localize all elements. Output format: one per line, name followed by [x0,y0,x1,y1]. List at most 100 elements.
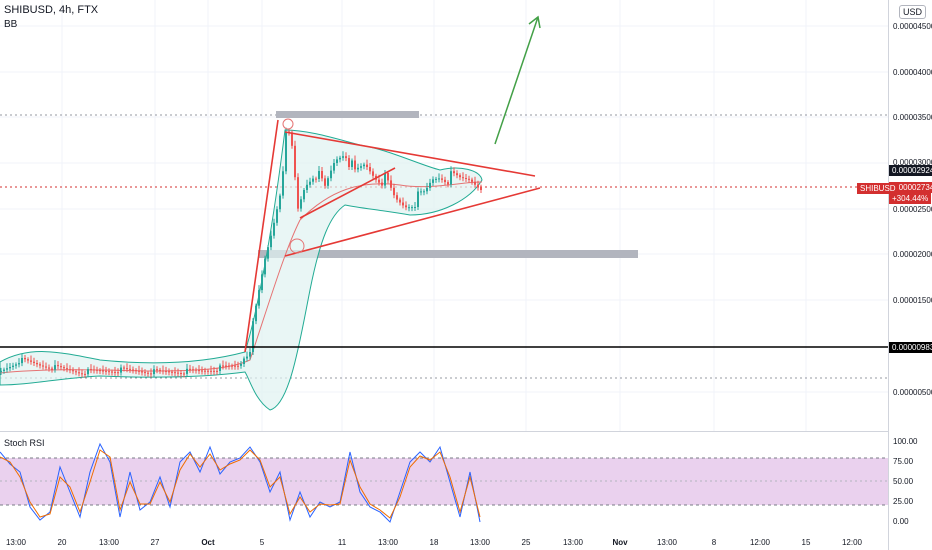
candle-body [189,368,191,370]
main-chart[interactable] [0,0,888,431]
candle-body [303,189,305,200]
candle-body [6,368,8,370]
candle-body [186,368,188,374]
candle-body [237,365,239,367]
candle-body [240,364,242,366]
rsi-tick: 25.00 [893,497,914,506]
candle-body [339,157,341,160]
candle-body [15,364,17,366]
candle-body [195,369,197,371]
candle-body [462,177,464,179]
time-tick: 15 [801,538,811,547]
candle-body [459,175,461,178]
candle-body [429,182,431,188]
time-tick: Nov [612,538,628,547]
time-tick: 27 [150,538,160,547]
candle-body [108,371,110,373]
candle-body [174,372,176,374]
candle-body [297,177,299,209]
candle-body [153,369,155,375]
target-arrow[interactable] [494,15,541,145]
candle-body [381,182,383,186]
candle-body [135,370,137,372]
candle-body [141,371,143,373]
candle-body [216,370,218,372]
candle-body [291,132,293,146]
candle-body [123,367,125,369]
candle-body [159,369,161,371]
candle-body [441,178,443,180]
price-tick: 0.00000500 [893,388,932,397]
candle-body [102,370,104,372]
candle-body [327,178,329,186]
candle-body [348,158,350,167]
triangle-pattern[interactable] [244,119,541,353]
candle-body [333,163,335,171]
candle-body [120,367,122,373]
time-tick: 13:00 [656,538,678,547]
candle-body [285,131,287,172]
candle-body [33,361,35,363]
candle-body [93,369,95,371]
candle-body [126,368,128,370]
stoch-rsi-label[interactable]: Stoch RSI [4,438,45,448]
candle-body [72,370,74,372]
candle-body [63,367,65,369]
candle-body [360,166,362,168]
candle-body [384,173,386,186]
candle-body [0,370,2,372]
candle-body [54,365,56,370]
candle-body [228,365,230,367]
support-zone[interactable] [258,250,638,258]
rsi-tick: 0.00 [893,517,909,526]
candle-body [309,181,311,185]
candle-body [414,207,416,208]
candle-body [9,367,11,369]
candle-body [366,164,368,167]
candle-body [69,369,71,371]
candle-body [480,187,482,190]
candle-body [390,180,392,188]
candle-body [117,372,119,374]
time-tick: 13:00 [98,538,120,547]
price-tick: 0.00003000 [893,158,932,167]
candle-body [252,321,254,352]
candle-body [75,371,77,373]
price-tick: 0.00001500 [893,296,932,305]
candle-body [147,372,149,374]
candle-body [411,207,413,209]
rsi-tick: 100.00 [893,437,918,446]
price-tick: 0.00002000 [893,250,932,259]
indicator-label[interactable]: BB [4,19,18,30]
resistance-zone[interactable] [276,111,419,118]
candle-body [402,202,404,206]
candle-body [51,368,53,370]
currency-button[interactable]: USD [899,5,927,19]
price-axis-separator [888,0,889,550]
candle-body [66,368,68,370]
price-tick: 0.00003500 [893,113,932,122]
pane-separator[interactable] [0,431,888,432]
candle-body [372,171,374,176]
chart-title[interactable]: SHIBUSD, 4h, FTX [4,4,99,16]
time-tick: Oct [201,538,215,547]
candle-body [249,352,251,357]
time-tick: 25 [521,538,531,547]
candle-body [357,167,359,170]
stoch-rsi-panel[interactable] [0,432,888,532]
candle-body [330,170,332,179]
candle-body [234,365,236,367]
candle-body [87,369,89,375]
candle-body [39,364,41,366]
candle-body [399,199,401,203]
candle-body [258,290,260,306]
candle-body [423,191,425,193]
candlesticks[interactable] [0,127,482,378]
candle-body [405,205,407,208]
candle-body [204,370,206,372]
candle-body [255,305,257,322]
rsi-band [0,458,888,505]
bollinger-band [0,129,483,411]
time-tick: 18 [429,538,439,547]
candle-body [426,187,428,192]
